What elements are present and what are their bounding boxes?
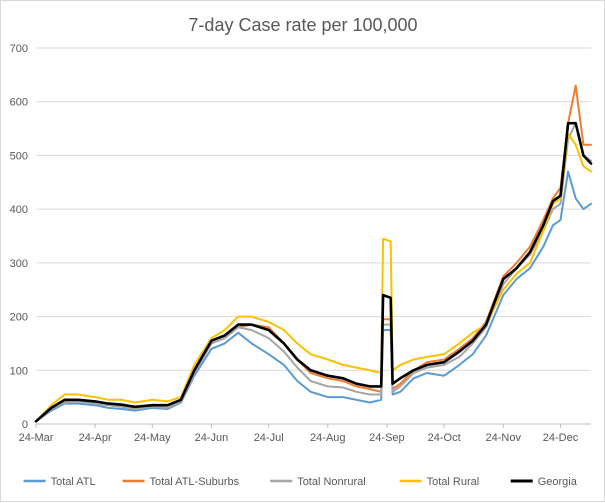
legend-label: Total Rural xyxy=(427,476,480,488)
y-tick-label: 200 xyxy=(10,312,28,324)
x-tick-label: 24-Apr xyxy=(79,432,112,444)
y-tick-label: 300 xyxy=(10,258,28,270)
x-axis-ticks: 24-Mar 24-Apr 24-May 24-Jun 24-Jul 24-Aug 24-S… xyxy=(19,424,579,444)
x-tick-label: 24-Dec xyxy=(543,432,579,444)
legend-item: Total Nonrural xyxy=(270,476,366,488)
legend-item: Georgia xyxy=(510,476,578,488)
x-tick-label: 24-Jun xyxy=(195,432,229,444)
legend-item: Total Rural xyxy=(399,476,480,488)
x-tick-label: 24-Mar xyxy=(19,432,54,444)
y-axis-ticks: 0 100 200 300 400 500 600 700 xyxy=(10,43,28,431)
y-tick-label: 400 xyxy=(10,204,28,216)
legend-label: Total ATL xyxy=(51,476,96,488)
gridlines xyxy=(36,47,591,425)
chart-title: 7-day Case rate per 100,000 xyxy=(188,15,417,35)
legend-item: Total ATL xyxy=(23,476,96,488)
x-tick-label: 24-May xyxy=(134,432,171,444)
x-tick-label: 24-Aug xyxy=(310,432,345,444)
y-tick-label: 100 xyxy=(10,365,28,377)
series-line-total-atl xyxy=(35,170,592,423)
y-tick-label: 0 xyxy=(22,419,28,431)
y-tick-label: 600 xyxy=(10,97,28,109)
legend-label: Total ATL-Suburbs xyxy=(150,476,240,488)
legend: Total ATL Total ATL-Suburbs Total Nonrural… xyxy=(23,476,578,488)
series-line-total-rural xyxy=(35,132,592,423)
x-tick-label: 24-Nov xyxy=(486,432,522,444)
y-tick-label: 500 xyxy=(10,150,28,162)
legend-label: Total Nonrural xyxy=(297,476,365,488)
series-line-georgia xyxy=(34,121,593,423)
series-lines xyxy=(34,84,593,423)
legend-item: Total ATL-Suburbs xyxy=(122,476,240,488)
y-tick-label: 700 xyxy=(10,43,28,55)
x-tick-label: 24-Sep xyxy=(369,432,404,444)
legend-label: Georgia xyxy=(538,476,578,488)
x-tick-label: 24-Jul xyxy=(254,432,284,444)
x-tick-label: 24-Oct xyxy=(428,432,461,444)
